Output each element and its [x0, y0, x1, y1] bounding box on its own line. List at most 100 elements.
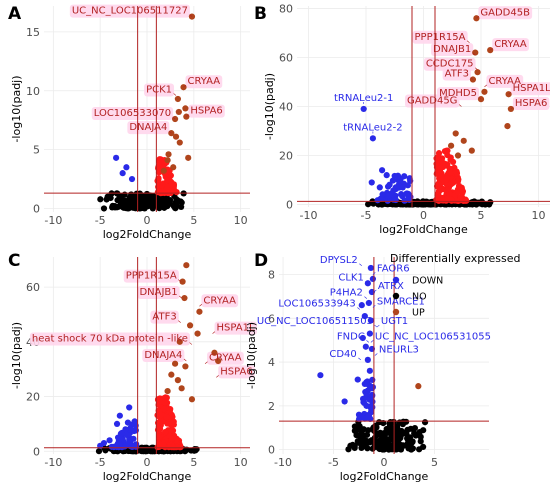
x-tick-label: -5	[328, 456, 339, 469]
point-no	[135, 191, 142, 198]
point-up	[170, 164, 177, 171]
point-down	[367, 317, 374, 324]
legend-label: UP	[412, 308, 425, 319]
point-no	[95, 448, 103, 455]
gene-label-leader	[476, 16, 479, 19]
point-down	[116, 412, 123, 419]
gene-label-leader	[168, 130, 172, 134]
gene-label-leader	[366, 340, 370, 343]
point-down	[364, 356, 371, 363]
gene-label-leader	[373, 289, 377, 293]
point-down	[391, 172, 398, 180]
point-up	[174, 95, 181, 103]
legend: Differentially expressed DOWN NO UP	[390, 252, 520, 319]
gene-label: GADD45G	[407, 96, 457, 107]
gene-label-highlight	[185, 75, 223, 89]
legend-swatch	[392, 308, 400, 316]
point-up	[504, 123, 511, 130]
gene-label-leader	[372, 305, 376, 308]
gene-label: CRYAA	[188, 76, 221, 87]
point-no	[124, 204, 131, 211]
gene-label-highlight	[412, 30, 468, 44]
gene-label-leader	[374, 324, 378, 328]
point-down	[123, 164, 130, 171]
point-up	[437, 164, 444, 172]
legend-label: NO	[412, 292, 427, 303]
gene-label: CCDC175	[426, 59, 474, 70]
point-down	[406, 194, 413, 201]
gene-label: PPP1R15A	[126, 271, 177, 282]
point-no	[178, 199, 185, 206]
y-tick-label: 10	[26, 85, 40, 98]
threshold-lines	[279, 257, 489, 454]
gene-label-leader	[357, 307, 360, 310]
point-no	[363, 431, 371, 438]
gene-label-highlight	[201, 294, 239, 308]
y-tick-label: 0	[268, 444, 275, 457]
gene-label: HSPA6	[220, 366, 252, 377]
point-down	[383, 172, 390, 179]
gene-label-highlight	[69, 4, 190, 18]
gene-label-highlight	[423, 57, 476, 71]
gene-label: CRYAA	[209, 353, 242, 364]
x-axis-title: log2FoldChange	[379, 223, 468, 236]
x-tick-label: -5	[95, 214, 106, 227]
x-axis-title: log2FoldChange	[340, 470, 429, 483]
point-up	[182, 105, 189, 112]
point-down	[379, 167, 386, 174]
y-axis-title: -log10(padj)	[10, 75, 23, 142]
point-up	[156, 418, 164, 426]
point-down	[356, 415, 363, 423]
point-down	[358, 302, 365, 309]
point-no	[381, 436, 389, 443]
point-up	[460, 137, 467, 144]
point-down	[369, 275, 376, 282]
point-down	[389, 191, 396, 198]
point-down	[124, 419, 132, 426]
point-down	[119, 170, 126, 177]
point-no	[376, 419, 383, 426]
gene-label-leader	[216, 375, 219, 378]
point-up	[186, 322, 194, 329]
point-down	[128, 175, 136, 183]
point-up	[165, 167, 172, 174]
gene-label-leader	[183, 84, 187, 88]
gene-label: DNAJA4	[129, 122, 167, 133]
point-no	[188, 447, 195, 454]
point-up	[444, 195, 451, 202]
point-up	[474, 69, 481, 76]
point-no	[100, 205, 108, 212]
point-up	[162, 404, 169, 412]
point-up	[169, 443, 177, 451]
point-up	[415, 383, 422, 390]
y-tick-label: 80	[279, 2, 293, 15]
point-down	[398, 191, 405, 198]
point-no	[358, 429, 365, 436]
gene-label-leader	[189, 342, 193, 345]
point-up	[182, 363, 189, 370]
gene-label-leader	[364, 296, 368, 299]
point-up	[156, 425, 164, 432]
y-tick-label: 0	[286, 199, 293, 212]
x-tick-label: -10	[44, 456, 62, 469]
x-tick-label: -5	[95, 456, 106, 469]
point-up	[185, 154, 192, 161]
point-up	[179, 278, 186, 285]
point-up	[156, 440, 163, 447]
legend-swatch	[392, 292, 400, 300]
gene-label-leader	[466, 40, 470, 43]
point-up	[168, 435, 175, 442]
point-up	[163, 186, 170, 193]
gene-label: UC_NC_LOC106511503	[257, 316, 373, 327]
threshold-lines	[44, 257, 250, 454]
point-up	[178, 385, 185, 392]
point-down	[376, 184, 383, 191]
gene-label-highlight	[144, 83, 175, 97]
point-up	[163, 414, 170, 421]
point-down	[369, 376, 376, 383]
point-up	[441, 148, 449, 155]
gene-label-leader	[490, 47, 493, 51]
x-tick-label: -5	[361, 209, 372, 222]
gene-label: PCK1	[146, 84, 172, 95]
